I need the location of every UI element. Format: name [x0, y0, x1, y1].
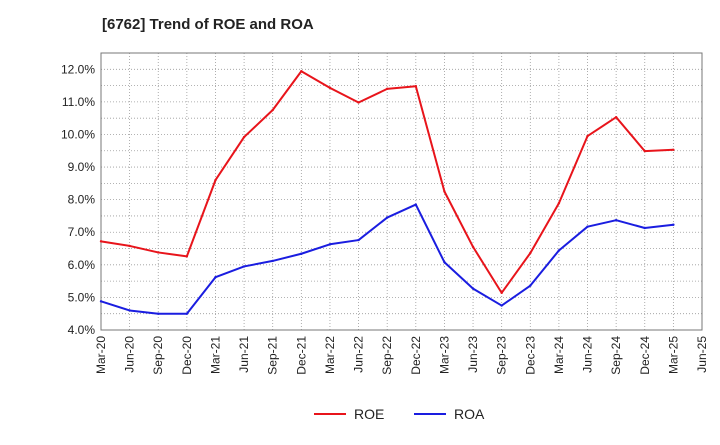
data-point-roa	[672, 223, 675, 226]
data-point-roe	[128, 244, 131, 248]
data-point-roa	[500, 304, 503, 307]
data-point-roa	[357, 238, 360, 242]
data-point-roa	[214, 276, 217, 279]
data-point-roe	[557, 202, 561, 205]
data-point-roe	[185, 255, 189, 258]
data-point-roe	[271, 108, 274, 112]
data-point-roa	[242, 265, 246, 268]
data-point-roe	[500, 291, 503, 295]
x-tick-label: Jun-24	[581, 336, 595, 373]
x-tick-label: Sep-23	[495, 336, 509, 375]
x-tick-label: Mar-25	[666, 336, 680, 374]
data-point-roa	[185, 312, 189, 315]
x-tick-label: Mar-20	[94, 336, 108, 374]
data-point-roa	[614, 218, 618, 222]
x-tick-label: Jun-20	[123, 336, 137, 373]
data-point-roa	[99, 300, 103, 303]
x-tick-label: Sep-22	[380, 336, 394, 375]
chart-title: [6762] Trend of ROE and ROA	[102, 16, 314, 33]
data-point-roe	[443, 190, 446, 193]
data-point-roe	[157, 251, 160, 254]
y-tick-label: 8.0%	[68, 193, 96, 207]
x-tick-label: Dec-20	[180, 336, 194, 375]
axis-layer: 4.0% 5.0% 6.0% 7.0% 8.0% 9.0% 10.0% 11.0% 12.0% M…	[61, 52, 709, 375]
data-point-roa	[443, 261, 446, 264]
grid-layer	[100, 52, 703, 331]
data-point-roa	[128, 309, 131, 312]
legend-label-roa: ROA	[454, 406, 485, 422]
data-point-roe	[643, 149, 646, 153]
y-tick-label: 6.0%	[68, 258, 96, 272]
y-tick-label: 4.0%	[68, 323, 96, 337]
x-tick-label: Dec-23	[523, 336, 537, 375]
y-tick-label: 7.0%	[68, 225, 96, 239]
x-tick-label: Sep-21	[266, 336, 280, 375]
x-tick-label: Sep-24	[609, 336, 623, 375]
plot-frame	[100, 52, 703, 331]
data-point-roa	[414, 203, 418, 206]
x-tick-label: Sep-20	[151, 336, 165, 375]
x-tick-label: Mar-22	[323, 336, 337, 374]
data-point-roe	[328, 86, 332, 90]
x-tick-label: Jun-23	[466, 336, 480, 373]
x-tick-label: Mar-23	[437, 336, 451, 374]
x-tick-label: Dec-24	[638, 336, 652, 375]
data-point-roe	[672, 148, 675, 151]
x-tick-label: Jun-25	[695, 336, 709, 373]
data-point-roe	[529, 251, 532, 255]
x-tick-label: Dec-22	[409, 336, 423, 375]
data-point-roe	[300, 70, 303, 73]
data-point-roa	[271, 259, 274, 263]
data-point-roa	[529, 284, 532, 287]
data-point-roa	[157, 312, 160, 315]
data-point-roe	[471, 245, 475, 249]
data-point-roa	[586, 225, 589, 228]
y-tick-label: 11.0%	[62, 95, 95, 109]
x-tick-label: Mar-24	[552, 336, 566, 374]
data-point-roe	[242, 135, 246, 139]
data-point-roa	[385, 216, 389, 219]
data-point-roa	[557, 249, 561, 252]
x-tick-label: Jun-22	[352, 336, 366, 373]
x-tick-label: Dec-21	[294, 336, 308, 375]
data-point-roe	[586, 134, 589, 138]
y-tick-label: 12.0%	[61, 62, 95, 76]
data-point-roa	[300, 252, 303, 255]
data-point-roe	[214, 178, 217, 182]
data-point-roa	[471, 287, 475, 290]
data-point-roe	[385, 87, 389, 91]
legend-label-roe: ROE	[354, 406, 384, 422]
x-tick-label: Mar-21	[208, 336, 222, 374]
data-point-roa	[328, 243, 332, 246]
legend: ROE ROA	[314, 406, 485, 422]
series-layer	[99, 70, 675, 315]
y-tick-label: 10.0%	[61, 127, 95, 141]
data-point-roa	[643, 226, 646, 230]
y-tick-label: 5.0%	[68, 290, 96, 304]
data-point-roe	[357, 101, 360, 104]
data-point-roe	[614, 115, 618, 119]
y-tick-label: 9.0%	[68, 160, 96, 174]
x-tick-label: Jun-21	[237, 336, 251, 373]
data-point-roe	[99, 240, 103, 243]
data-point-roe	[414, 85, 418, 88]
